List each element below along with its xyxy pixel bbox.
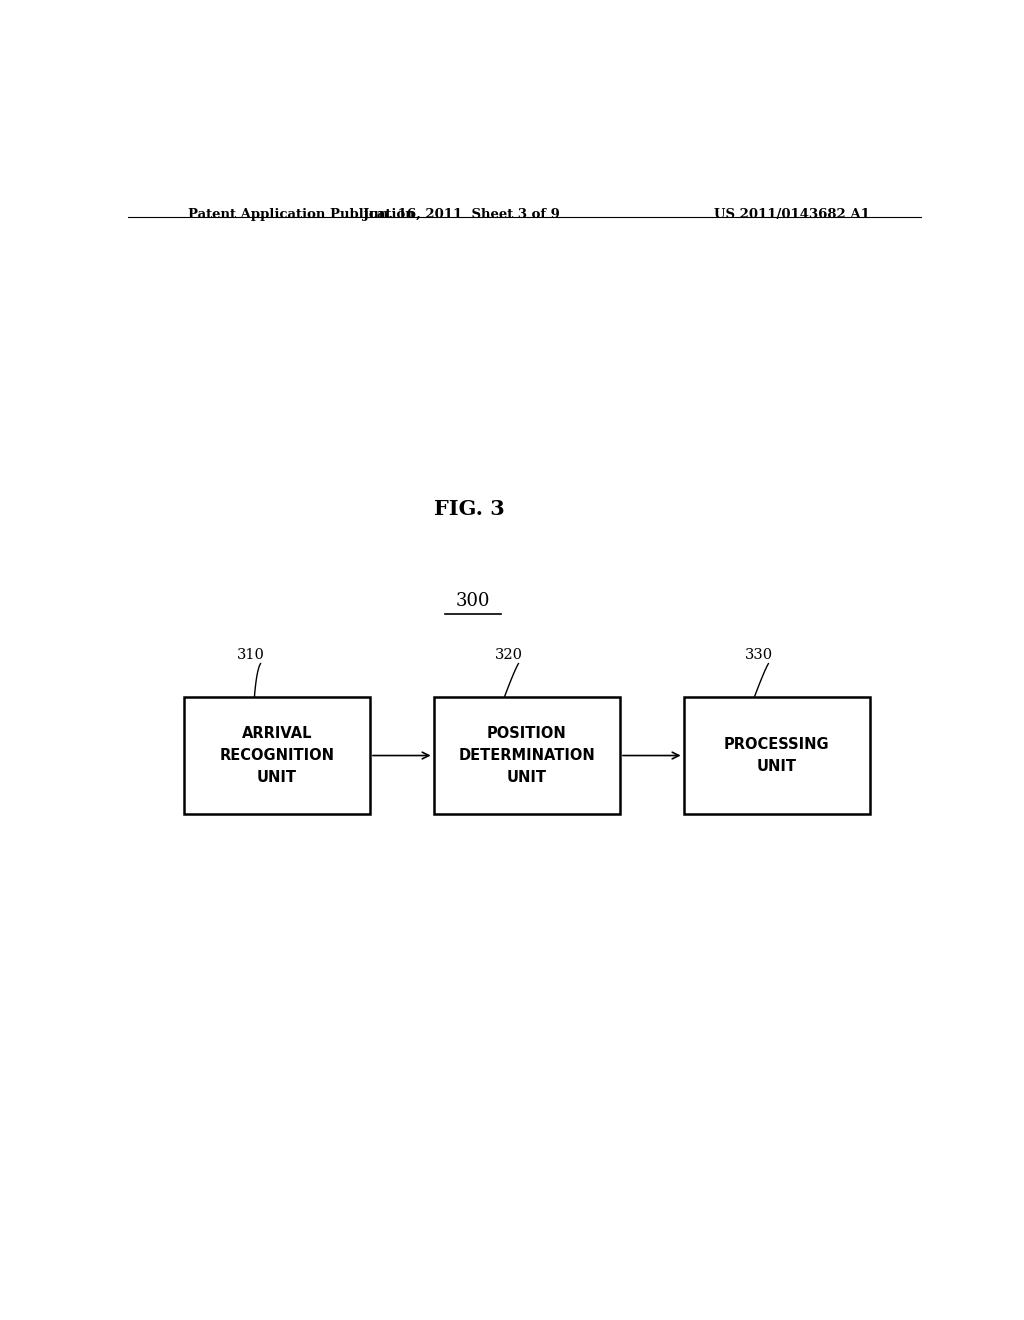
Text: 300: 300 [456, 591, 490, 610]
Text: 330: 330 [744, 648, 773, 661]
Text: ARRIVAL
RECOGNITION
UNIT: ARRIVAL RECOGNITION UNIT [219, 726, 334, 785]
Text: FIG. 3: FIG. 3 [434, 499, 505, 519]
Bar [684, 697, 870, 814]
Text: Jun. 16, 2011  Sheet 3 of 9: Jun. 16, 2011 Sheet 3 of 9 [362, 209, 560, 222]
Text: PROCESSING
UNIT: PROCESSING UNIT [724, 737, 829, 774]
Bar [183, 697, 370, 814]
Text: POSITION
DETERMINATION
UNIT: POSITION DETERMINATION UNIT [459, 726, 595, 785]
Bar [433, 697, 620, 814]
Text: 320: 320 [495, 648, 523, 661]
Text: 310: 310 [238, 648, 265, 661]
Text: Patent Application Publication: Patent Application Publication [187, 209, 415, 222]
Text: US 2011/0143682 A1: US 2011/0143682 A1 [714, 209, 870, 222]
